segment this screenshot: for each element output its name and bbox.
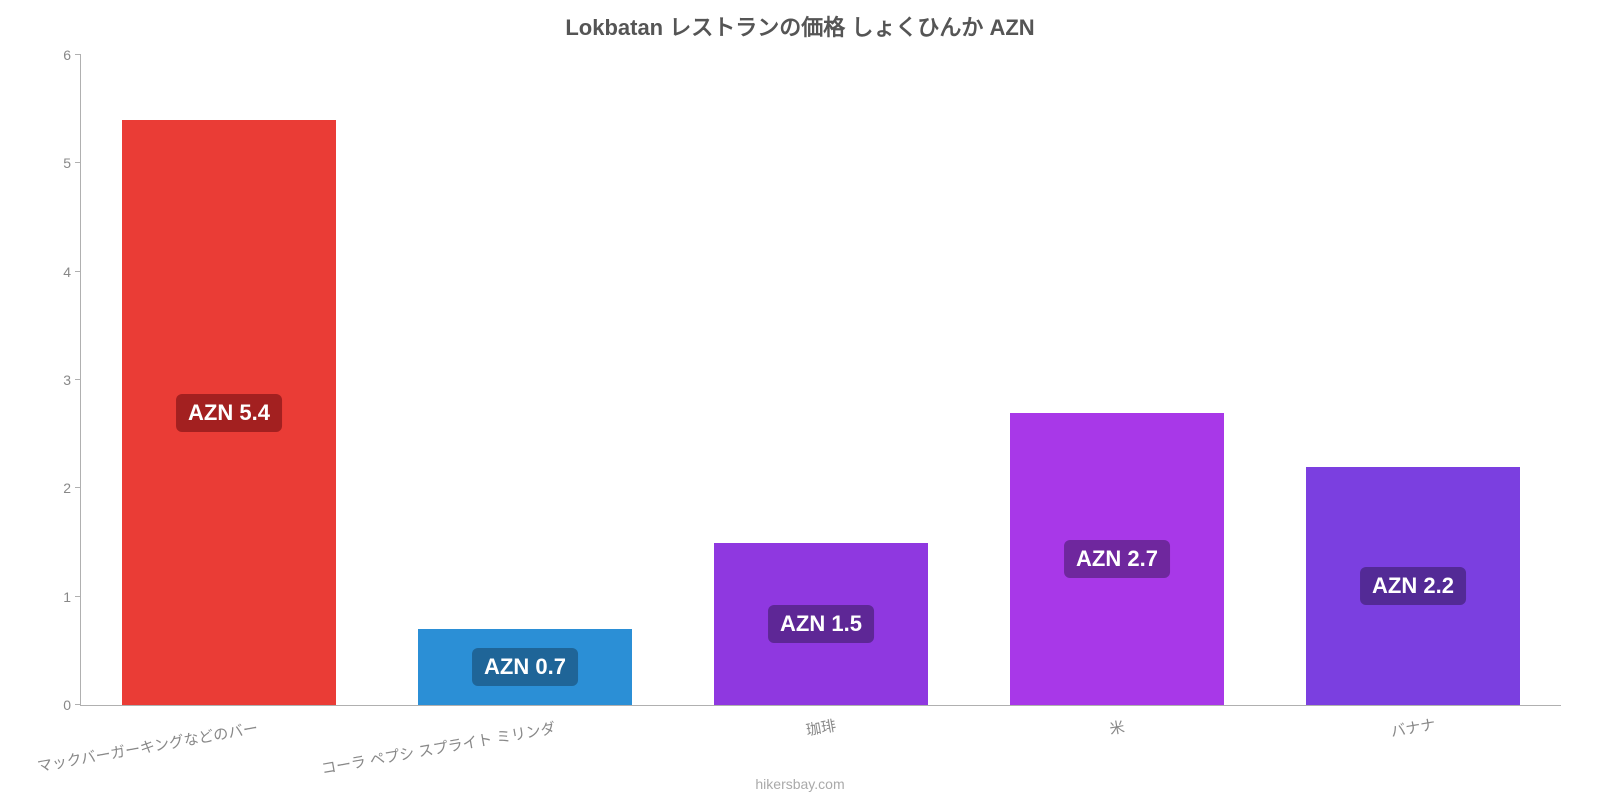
bar-value-label: AZN 5.4: [176, 394, 282, 432]
bar-value-label: AZN 2.2: [1360, 567, 1466, 605]
bar-value-label: AZN 2.7: [1064, 540, 1170, 578]
y-tick-label: 0: [63, 697, 71, 713]
y-tick-label: 1: [63, 589, 71, 605]
y-tick-label: 2: [63, 480, 71, 496]
price-bar-chart: Lokbatan レストランの価格 しょくひんか AZN 0123456AZN …: [0, 0, 1600, 800]
y-tick-mark: [75, 596, 81, 597]
y-tick-label: 6: [63, 47, 71, 63]
y-tick-mark: [75, 487, 81, 488]
y-tick-mark: [75, 271, 81, 272]
x-tick-label: 珈琲: [804, 715, 837, 741]
x-tick-label: バナナ: [1389, 713, 1437, 741]
attribution-text: hikersbay.com: [0, 776, 1600, 792]
y-tick-label: 5: [63, 155, 71, 171]
x-tick-label: 米: [1108, 716, 1126, 739]
y-tick-label: 4: [63, 264, 71, 280]
bar-value-label: AZN 1.5: [768, 605, 874, 643]
y-tick-mark: [75, 704, 81, 705]
bar-value-label: AZN 0.7: [472, 648, 578, 686]
x-tick-label: マックバーガーキングなどのバー: [35, 717, 259, 777]
y-tick-mark: [75, 162, 81, 163]
y-tick-mark: [75, 379, 81, 380]
chart-title: Lokbatan レストランの価格 しょくひんか AZN: [0, 10, 1600, 42]
plot-area: 0123456AZN 5.4マックバーガーキングなどのバーAZN 0.7コーラ …: [80, 55, 1561, 706]
y-tick-mark: [75, 54, 81, 55]
y-tick-label: 3: [63, 372, 71, 388]
x-tick-label: コーラ ペプシ スプライト ミリンダ: [320, 717, 558, 779]
